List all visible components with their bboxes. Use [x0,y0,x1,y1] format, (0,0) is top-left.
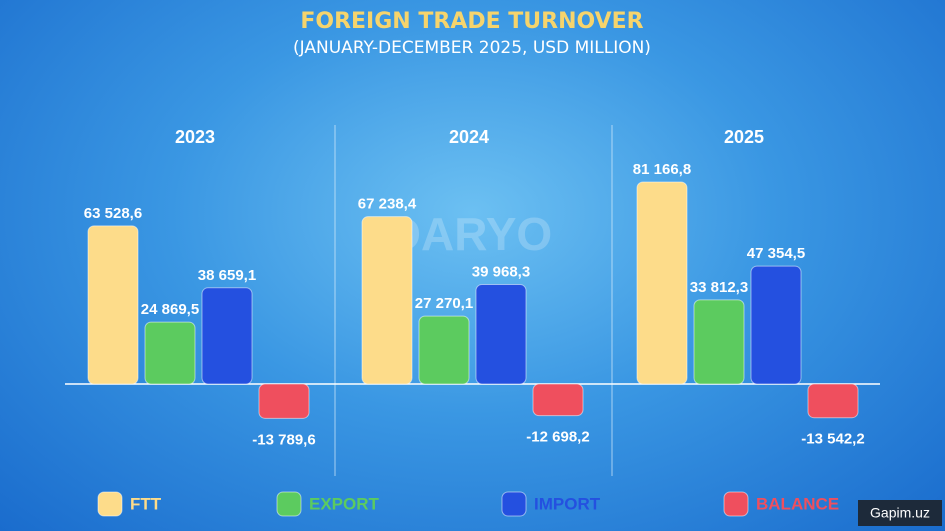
bar [807,383,859,419]
category-label: 2025 [724,127,764,147]
source-box [858,500,942,526]
bar [532,383,584,417]
legend-label: EXPORT [309,494,380,513]
value-label: -12 698,2 [526,429,589,446]
bar [201,287,253,385]
bar [636,181,688,385]
category-label: 2023 [175,127,215,147]
bar [475,284,527,385]
value-label: 63 528,6 [84,205,142,222]
legend-label: IMPORT [534,494,601,513]
bar [750,265,802,385]
value-label: 27 270,1 [415,295,473,312]
chart-title: FOREIGN TRADE TURNOVER [300,9,643,34]
watermark: DARYO [388,208,552,260]
bar [258,383,310,419]
legend-swatch [723,491,749,517]
chart-subtitle: (JANUARY-DECEMBER 2025, USD MILLION) [293,38,651,58]
legend-swatch [97,491,123,517]
value-label: 47 354,5 [747,245,805,262]
bar [418,315,470,385]
value-label: 81 166,8 [633,161,691,178]
bar [144,321,196,385]
value-label: 38 659,1 [198,267,256,284]
legend-swatch [501,491,527,517]
bar [361,216,413,385]
legend-label: FTT [130,494,162,513]
value-label: -13 542,2 [801,431,864,448]
legend-swatch [276,491,302,517]
value-label: 24 869,5 [141,301,199,318]
legend-label: BALANCE [756,494,839,513]
category-label: 2024 [449,127,489,147]
value-label: 39 968,3 [472,263,530,280]
bar [693,299,745,385]
bar [87,225,139,385]
value-label: -13 789,6 [252,431,315,448]
value-label: 67 238,4 [358,196,417,213]
source: Gapim.uz [870,505,930,521]
value-label: 33 812,3 [690,279,748,296]
